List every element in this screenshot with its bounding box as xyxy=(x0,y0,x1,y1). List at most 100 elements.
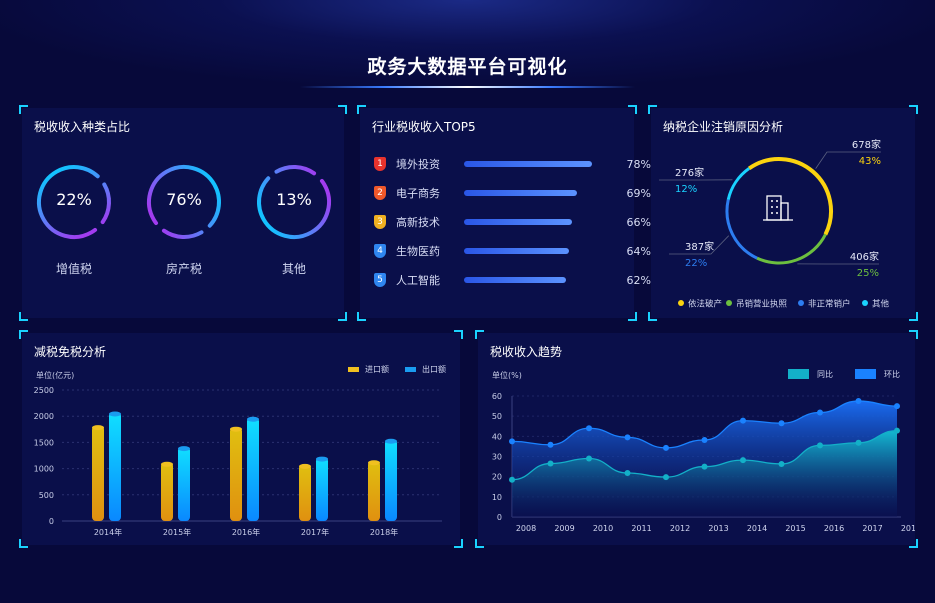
data-point xyxy=(547,441,554,448)
x-tick-label: 2013 xyxy=(708,524,728,533)
x-tick-label: 2014年 xyxy=(94,527,122,537)
slice-count: 387家 xyxy=(685,240,714,253)
data-point xyxy=(894,403,900,410)
progress-bar xyxy=(464,161,592,167)
legend-label: 吊销营业执照 xyxy=(736,299,788,310)
corner-mark xyxy=(648,105,657,114)
data-point xyxy=(855,439,862,446)
corner-mark xyxy=(909,330,918,339)
trend-panel: 税收收入趋势 单位(%) 0 10 20 30 40 50 60 2008 2009 2010 20… xyxy=(475,330,918,548)
x-tick-label: 2014 xyxy=(747,524,767,533)
panel-title: 税收收入趋势 xyxy=(490,345,563,359)
industry-label: 人工智能 xyxy=(396,274,440,287)
bar-cap xyxy=(161,461,173,467)
x-tick-label: 2008 xyxy=(516,524,536,533)
slice-count: 678家 xyxy=(852,138,881,151)
leader-line xyxy=(669,235,730,255)
bar xyxy=(178,446,190,521)
x-tick-label: 2018 xyxy=(901,524,915,533)
top5-row: 3 高新技术 66% xyxy=(374,214,651,230)
corner-mark xyxy=(338,312,347,321)
y-tick-label: 2000 xyxy=(34,412,54,421)
top5-row: 1 境外投资 78% xyxy=(374,156,651,172)
slice-percent: 43% xyxy=(859,156,881,167)
corner-mark xyxy=(909,105,918,114)
data-point xyxy=(547,460,554,467)
data-point xyxy=(894,427,900,434)
panel-title: 税收收入种类占比 xyxy=(34,120,131,134)
top5-row: 4 生物医药 64% xyxy=(374,243,651,259)
data-point xyxy=(817,409,823,416)
slice-count: 406家 xyxy=(850,250,879,263)
bar-cap xyxy=(230,426,242,432)
top5-row: 5 人工智能 62% xyxy=(374,272,651,288)
x-tick-label: 2015 xyxy=(785,524,805,533)
bar-cap xyxy=(247,416,259,422)
bar xyxy=(247,417,259,521)
gauge-percent: 13% xyxy=(276,190,312,209)
rank-badge-icon: 4 xyxy=(374,244,386,258)
page-title: 政务大数据平台可视化 xyxy=(367,56,568,78)
industry-percent: 69% xyxy=(626,186,651,200)
x-tick-label: 2018年 xyxy=(370,527,398,537)
x-tick-label: 2017年 xyxy=(301,527,329,537)
industry-percent: 62% xyxy=(626,273,651,287)
corner-mark xyxy=(909,539,918,548)
bar xyxy=(385,439,397,521)
legend-dot xyxy=(678,300,684,306)
panel-title: 减税免税分析 xyxy=(34,345,107,359)
y-tick-label: 0 xyxy=(49,517,54,526)
x-tick-label: 2011 xyxy=(631,524,651,533)
industry-label: 境外投资 xyxy=(396,158,440,171)
bar-cap xyxy=(385,438,397,444)
industry-label: 生物医药 xyxy=(396,245,440,258)
data-point xyxy=(586,425,592,432)
data-point xyxy=(586,455,592,462)
pie-slice xyxy=(748,157,833,236)
relief-panel: 减税免税分析 单位(亿元) 0 500 1000 1500 2000 2500 2014年 2… xyxy=(19,330,463,548)
ring-icon xyxy=(147,165,221,239)
bar xyxy=(230,427,242,521)
corner-mark xyxy=(909,312,918,321)
bar-cap xyxy=(109,411,121,417)
bar-cap xyxy=(299,463,311,469)
legend-dot xyxy=(862,300,868,306)
pie-slice xyxy=(756,233,827,265)
y-tick-label: 10 xyxy=(492,493,502,502)
corner-mark xyxy=(19,312,28,321)
legend-label: 同比 xyxy=(817,369,833,379)
data-point xyxy=(701,463,708,470)
tax-type-gauge: 22% 增值税 xyxy=(34,162,114,277)
gauge-label: 房产税 xyxy=(165,262,202,276)
legend-swatch xyxy=(405,367,416,372)
data-point xyxy=(624,470,631,477)
x-tick-label: 2012 xyxy=(670,524,690,533)
data-point xyxy=(663,474,669,481)
pie-slice xyxy=(726,167,751,200)
corner-mark xyxy=(454,539,463,548)
y-tick-label: 20 xyxy=(492,473,502,482)
x-tick-label: 2010 xyxy=(593,524,613,533)
legend-label: 进口额 xyxy=(365,364,389,374)
rank-badge-icon: 2 xyxy=(374,186,386,200)
data-point xyxy=(663,444,669,451)
tax-type-gauge: 76% 房产税 xyxy=(144,162,224,277)
gauge-label: 增值税 xyxy=(55,262,92,276)
ring-icon xyxy=(257,165,331,239)
legend-swatch xyxy=(855,369,876,379)
data-point xyxy=(855,398,862,405)
legend-label: 依法破产 xyxy=(688,299,722,310)
y-tick-label: 1000 xyxy=(34,465,54,474)
gauge-percent: 22% xyxy=(56,190,92,209)
legend-dot xyxy=(798,300,804,306)
progress-bar xyxy=(464,248,570,254)
industry-percent: 66% xyxy=(626,215,651,229)
corner-mark xyxy=(648,312,657,321)
top5-panel: 行业税收收入TOP5 1 境外投资 78% 2 电子商务 69% 3 高新技术 66… xyxy=(357,105,651,321)
y-tick-label: 30 xyxy=(492,453,502,462)
rank-badge-icon: 5 xyxy=(374,273,386,287)
bar xyxy=(299,464,311,521)
x-tick-label: 2009 xyxy=(554,524,574,533)
corner-mark xyxy=(475,539,484,548)
corner-mark xyxy=(628,105,637,114)
